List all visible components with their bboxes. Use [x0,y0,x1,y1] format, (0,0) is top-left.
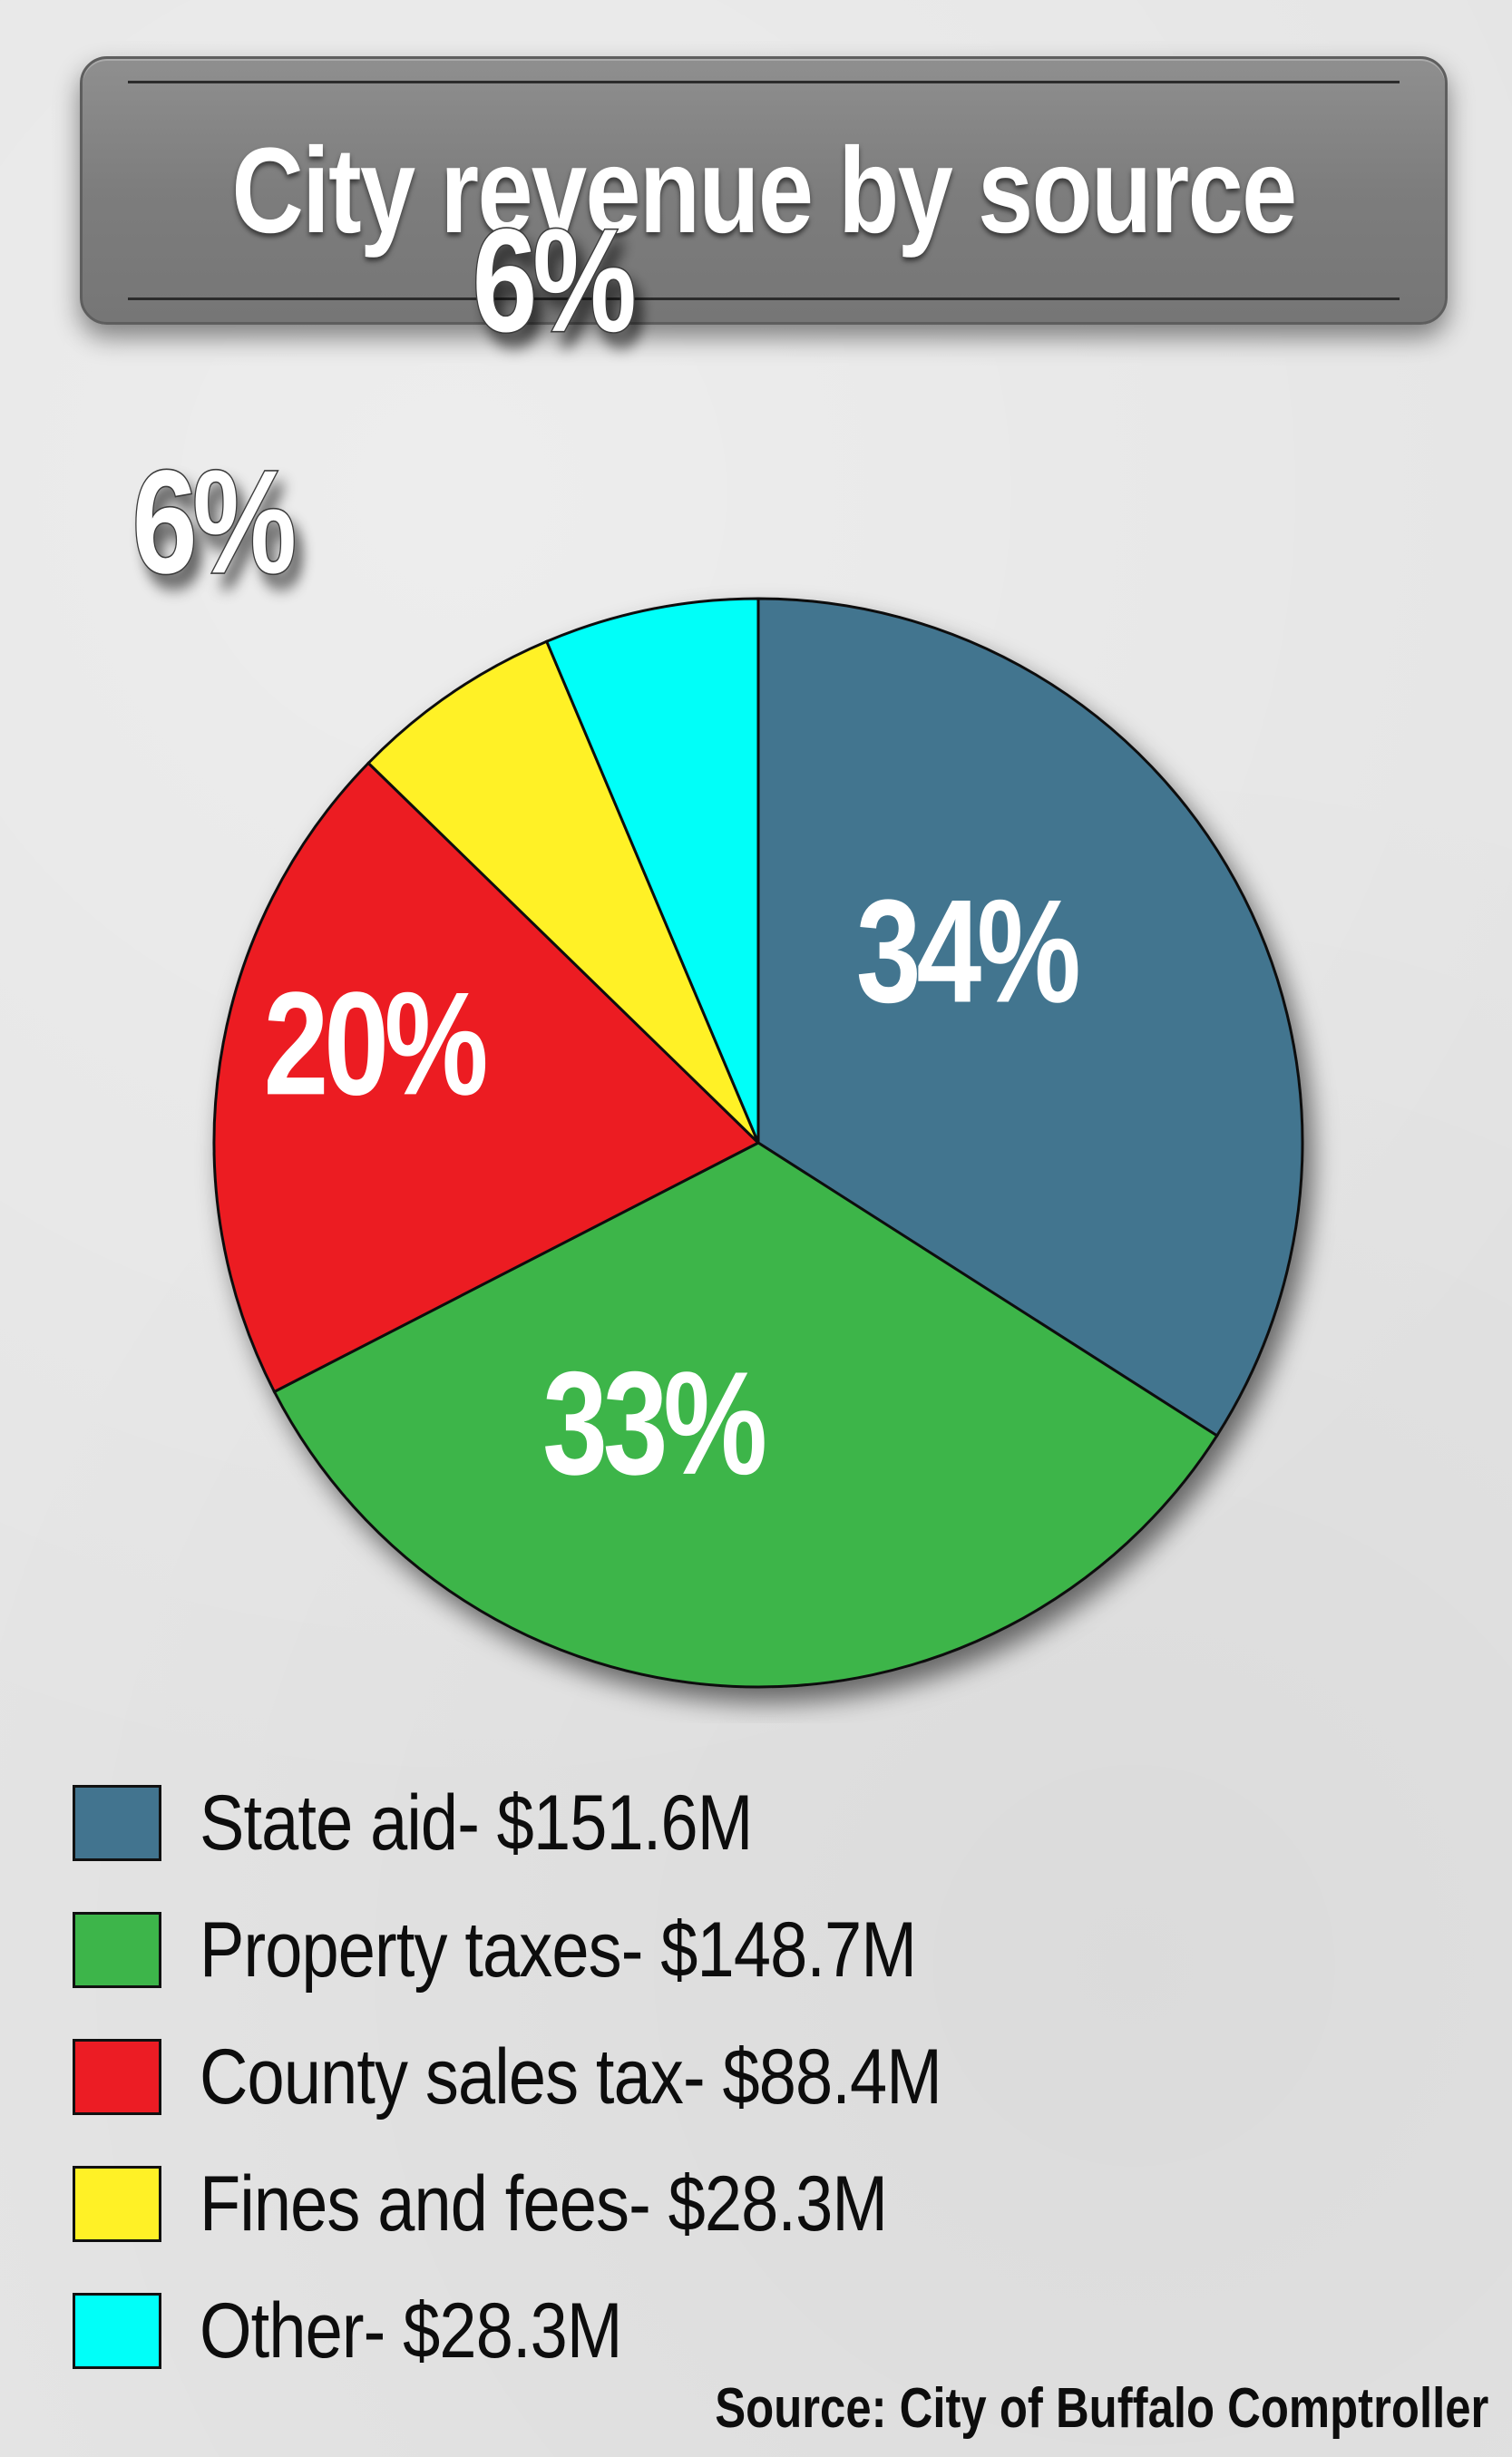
legend-value-county-sales-tax: $88.4M [722,2033,942,2121]
source-note: Source: City of Buffalo Comptroller [714,2377,1488,2440]
title-rule-bottom [128,297,1400,300]
legend-value-property-taxes: $148.7M [660,1906,917,1994]
legend-text-property-taxes: Property taxes- $148.7M [200,1906,917,1994]
pie-label-county-sales-tax: 20% [264,961,486,1126]
pie-slice-property-taxes [272,1141,1219,1689]
legend-item-county-sales-tax: County sales tax- $88.4M [73,2013,1488,2140]
legend-label-fines-and-fees: Fines and fees [200,2160,629,2247]
legend: State aid- $151.6M Property taxes- $148.… [73,1760,1488,2394]
pie-label-property-taxes: 33% [542,1341,765,1506]
legend-swatch-county-sales-tax [73,2039,161,2115]
legend-swatch-other [73,2293,161,2369]
legend-swatch-state-aid [73,1785,161,1861]
legend-item-other: Other- $28.3M [73,2267,1488,2394]
pie-label-other: 6% [473,199,634,363]
legend-text-state-aid: State aid- $151.6M [200,1779,754,1867]
legend-value-other: $28.3M [403,2286,622,2374]
pie-chart: 34% 33% 20% 6% 6% [131,197,1304,1689]
legend-text-fines-and-fees: Fines and fees- $28.3M [200,2160,888,2247]
legend-item-fines-and-fees: Fines and fees- $28.3M [73,2140,1488,2267]
pie-label-fines-and-fees: 6% [132,440,294,604]
title-rule-top [128,81,1400,83]
legend-text-county-sales-tax: County sales tax- $88.4M [200,2033,942,2121]
legend-value-state-aid: $151.6M [496,1779,754,1867]
title-banner: City revenue by source [80,56,1448,325]
legend-label-other: Other [200,2286,365,2374]
legend-swatch-fines-and-fees [73,2166,161,2242]
pie-slice-state-aid [756,597,1304,1438]
legend-item-property-taxes: Property taxes- $148.7M [73,1887,1488,2013]
pie-slice-county-sales-tax [212,761,761,1394]
legend-label-state-aid: State aid [200,1779,458,1867]
pie-slice-other [544,597,760,1144]
legend-text-other: Other- $28.3M [200,2286,623,2374]
pie-label-state-aid: 34% [856,869,1078,1033]
legend-value-fines-and-fees: $28.3M [668,2160,888,2247]
legend-label-property-taxes: Property taxes [200,1906,622,1994]
legend-item-state-aid: State aid- $151.6M [73,1760,1488,1887]
chart-title: City revenue by source [231,122,1297,258]
pie-slice-fines-and-fees [366,639,760,1145]
legend-swatch-property-taxes [73,1912,161,1988]
legend-label-county-sales-tax: County sales tax [200,2033,684,2121]
